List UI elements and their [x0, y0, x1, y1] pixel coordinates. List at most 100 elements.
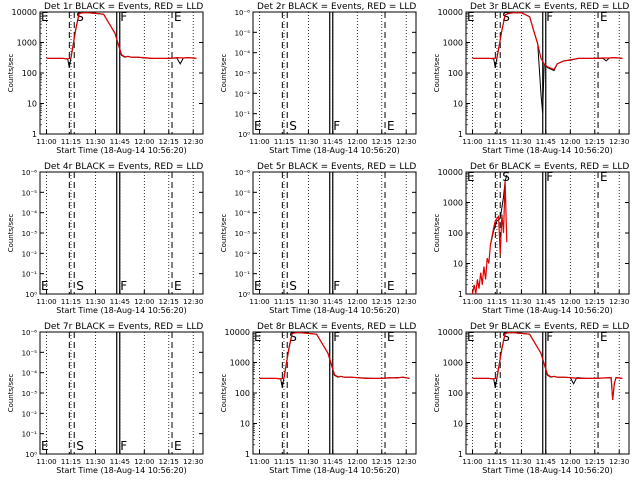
marker-label: F — [120, 439, 127, 453]
x-tick-label: 11:45 — [536, 138, 556, 146]
y-tick-label: 10 — [453, 260, 463, 269]
x-tick-label: 11:00 — [249, 138, 269, 146]
y-tick-label: 10⁻⁴ — [235, 50, 251, 58]
x-tick-label: 11:30 — [85, 298, 105, 306]
panel-title: Det 4r BLACK = Events, RED = LLD — [44, 162, 203, 172]
y-axis-label: Counts/sec — [220, 374, 228, 413]
x-axis-label: Start Time (18-Aug-14 10:56:20) — [269, 466, 400, 475]
y-axis-label: Counts/sec — [433, 214, 441, 253]
x-tick-label: 11:00 — [462, 458, 482, 466]
marker-label: S — [76, 439, 84, 453]
marker-label: F — [546, 10, 553, 24]
marker-label: F — [333, 330, 340, 344]
y-tick-label: 10000 — [438, 328, 463, 337]
marker-label: E — [174, 279, 182, 293]
x-tick-label: 11:15 — [487, 458, 507, 466]
y-axis-label: Counts/sec — [433, 54, 441, 93]
panel-title: Det 8r BLACK = Events, RED = LLD — [257, 322, 416, 332]
y-tick-label: 10 — [27, 100, 37, 109]
y-tick-label: 10⁻⁴ — [22, 210, 38, 218]
marker-label: S — [502, 330, 510, 344]
x-tick-label: 11:30 — [298, 138, 318, 146]
y-tick-label: 1000 — [230, 359, 250, 368]
x-tick-label: 11:45 — [536, 298, 556, 306]
y-tick-label: 10000 — [438, 8, 463, 17]
marker-label: E — [174, 10, 182, 24]
series-line-red — [46, 12, 197, 60]
marker-label: E — [600, 170, 608, 184]
x-tick-label: 12:00 — [347, 458, 367, 466]
x-axis-label: Start Time (18-Aug-14 10:56:20) — [56, 466, 187, 475]
y-tick-label: 10⁰ — [238, 291, 250, 299]
series-line-red — [472, 332, 623, 400]
marker-label: E — [467, 10, 475, 24]
x-tick-label: 12:15 — [585, 138, 605, 146]
marker-label: S — [76, 279, 84, 293]
y-axis-label: Counts/sec — [7, 214, 15, 253]
x-tick-label: 12:00 — [347, 298, 367, 306]
y-tick-label: 10⁻⁵ — [22, 349, 38, 357]
marker-label: E — [467, 170, 475, 184]
x-tick-label: 12:30 — [183, 298, 203, 306]
series-line-red — [471, 181, 508, 295]
x-axis-label: Start Time (18-Aug-14 10:56:20) — [56, 146, 187, 155]
marker-label: S — [502, 10, 510, 24]
x-tick-label: 12:00 — [134, 458, 154, 466]
y-tick-label: 10⁻³ — [235, 230, 251, 238]
marker-label: S — [289, 330, 297, 344]
panel-title: Det 7r BLACK = Events, RED = LLD — [44, 322, 203, 332]
x-tick-label: 12:00 — [560, 138, 580, 146]
x-tick-label: 12:30 — [183, 458, 203, 466]
y-tick-label: 10 — [453, 420, 463, 429]
plot-frame — [465, 171, 630, 295]
x-tick-label: 11:45 — [110, 138, 130, 146]
marker-label: E — [254, 119, 262, 133]
marker-label: S — [76, 10, 84, 24]
x-tick-label: 11:30 — [85, 138, 105, 146]
y-tick-label: 10 — [453, 100, 463, 109]
marker-label: E — [600, 10, 608, 24]
x-tick-label: 11:15 — [61, 138, 81, 146]
y-tick-label: 1 — [458, 130, 463, 139]
x-tick-label: 11:30 — [511, 458, 531, 466]
y-tick-label: 10⁻² — [22, 410, 38, 418]
y-tick-label: 10⁻² — [235, 90, 251, 98]
x-tick-label: 11:45 — [536, 458, 556, 466]
x-tick-label: 12:15 — [159, 138, 179, 146]
x-axis-label: Start Time (18-Aug-14 10:56:20) — [269, 306, 400, 315]
marker-label: F — [120, 10, 127, 24]
x-tick-label: 11:30 — [511, 138, 531, 146]
panel-title: Det 9r BLACK = Events, RED = LLD — [470, 322, 629, 332]
x-axis-label: Start Time (18-Aug-14 10:56:20) — [482, 466, 613, 475]
y-tick-label: 10000 — [225, 328, 250, 337]
marker-label: E — [387, 330, 395, 344]
x-tick-label: 12:30 — [183, 138, 203, 146]
y-tick-label: 1 — [458, 290, 463, 299]
marker-label: E — [600, 330, 608, 344]
marker-label: F — [546, 170, 553, 184]
x-tick-label: 12:30 — [609, 458, 629, 466]
panel-title: Det 1r BLACK = Events, RED = LLD — [44, 2, 203, 12]
x-tick-label: 11:00 — [36, 298, 56, 306]
y-axis-label: Counts/sec — [433, 374, 441, 413]
y-tick-label: 10⁻⁵ — [235, 189, 251, 197]
plot-frame — [465, 11, 630, 135]
series-line-red — [259, 332, 410, 380]
y-tick-label: 10⁻⁶ — [22, 329, 38, 337]
plot-frame — [252, 171, 417, 295]
x-tick-label: 12:15 — [372, 138, 392, 146]
x-tick-label: 11:45 — [323, 298, 343, 306]
x-tick-label: 11:45 — [110, 458, 130, 466]
y-tick-label: 10⁻⁶ — [22, 169, 38, 177]
x-tick-label: 11:15 — [274, 298, 294, 306]
y-tick-label: 10⁻⁶ — [235, 169, 251, 177]
panel-title: Det 6r BLACK = Events, RED = LLD — [470, 162, 629, 172]
y-tick-label: 10⁻³ — [235, 70, 251, 78]
x-tick-label: 12:00 — [134, 138, 154, 146]
